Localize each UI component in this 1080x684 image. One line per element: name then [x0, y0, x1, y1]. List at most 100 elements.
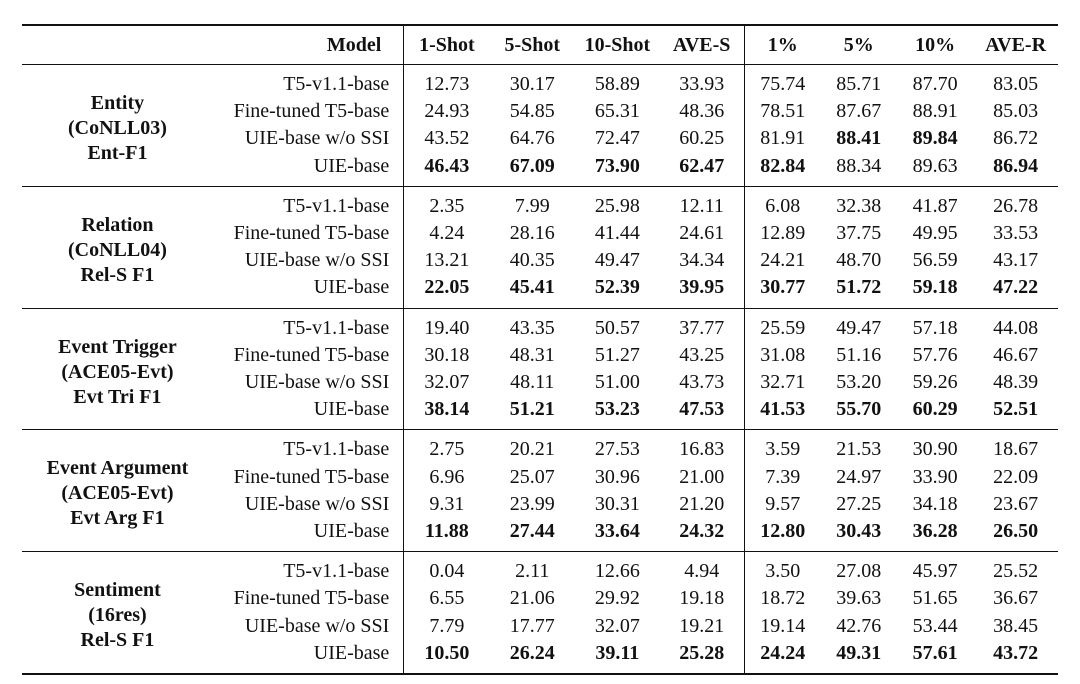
score-cell: 9.57	[765, 492, 801, 515]
model-name-cell: UIE-base	[212, 274, 405, 309]
model-name-cell: UIE-base	[212, 396, 405, 430]
score-cell: 53.44	[912, 614, 958, 637]
task-label-line: Relation	[81, 213, 154, 236]
score-cell: 32.71	[760, 371, 806, 394]
score-cell: 27.44	[509, 520, 555, 543]
score-cell: 86.72	[993, 127, 1039, 150]
model-name-cell: UIE-base	[212, 518, 405, 552]
score-cell: 50.57	[594, 316, 640, 339]
score-cell: 10.50	[424, 641, 470, 664]
score-cell: 54.85	[509, 100, 555, 123]
task-label: Entity (CoNLL03) Ent-F1	[22, 65, 213, 187]
task-group: Sentiment (16res) Rel-S F1 T5-v1.1-base 0.04…	[22, 551, 1058, 675]
score-cell: 7.79	[429, 614, 465, 637]
score-cell: 60.29	[912, 398, 958, 421]
score-cell: 6.55	[429, 587, 465, 610]
score-cell: 19.14	[760, 614, 806, 637]
score-cell: 42.76	[836, 614, 882, 637]
model-name-cell: UIE-base w/o SSI	[212, 125, 405, 153]
model-name-cell: Fine-tuned T5-base	[212, 585, 405, 613]
score-cell: 49.95	[912, 222, 958, 245]
score-cell: 30.77	[760, 276, 806, 299]
score-cell: 26.78	[993, 194, 1039, 217]
table-header: Model 1-Shot 5-Shot 10-Shot AVE-S 1% 5% …	[22, 25, 1058, 65]
score-cell: 24.32	[659, 518, 745, 552]
task-label-line: Evt Arg F1	[70, 507, 165, 530]
column-header-5pct: 5%	[843, 34, 874, 56]
score-cell: 34.18	[912, 492, 958, 515]
score-cell: 32.38	[836, 194, 882, 217]
score-cell: 43.52	[424, 127, 470, 150]
score-cell: 22.05	[424, 276, 470, 299]
model-name-cell: T5-v1.1-base	[212, 186, 405, 221]
model-name-cell: UIE-base w/o SSI	[212, 247, 405, 275]
score-cell: 85.71	[836, 73, 882, 95]
task-label-line: Event Trigger	[58, 335, 177, 358]
score-cell: 59.26	[912, 371, 958, 394]
score-cell: 45.41	[509, 276, 555, 299]
score-cell: 65.31	[594, 100, 640, 123]
score-cell: 12.89	[760, 222, 806, 245]
score-cell: 31.08	[760, 343, 806, 366]
task-label-line: (CoNLL04)	[68, 238, 167, 261]
score-cell: 51.21	[509, 398, 555, 421]
model-name-cell: UIE-base w/o SSI	[212, 612, 405, 640]
table-row: Event Argument (ACE05-Evt) Evt Arg F1 T5-v1…	[22, 429, 1058, 529]
task-header	[22, 25, 213, 65]
score-cell: 22.09	[993, 465, 1039, 488]
score-cell: 51.00	[594, 371, 640, 394]
score-cell: 41.87	[912, 194, 958, 217]
score-cell: 27.53	[594, 438, 640, 461]
score-cell: 21.06	[509, 587, 555, 610]
score-cell: 2.35	[429, 194, 465, 217]
table-row: UIE-base w/o SSI 7.79 17.77 32.07 19.21 19.14…	[22, 612, 1058, 640]
score-cell: 21.53	[836, 438, 882, 461]
model-name-cell: T5-v1.1-base	[212, 551, 405, 586]
score-cell: 59.18	[912, 276, 958, 299]
task-label-line: Rel-S F1	[80, 629, 155, 652]
score-cell: 41.44	[594, 222, 640, 245]
task-label-line: (ACE05-Evt)	[61, 482, 174, 505]
score-cell: 2.11	[515, 560, 550, 583]
header-row: Model 1-Shot 5-Shot 10-Shot AVE-S 1% 5% …	[22, 25, 1058, 65]
score-cell: 12.66	[594, 560, 640, 583]
score-cell: 30.96	[594, 465, 640, 488]
score-cell: 30.43	[836, 520, 882, 543]
score-cell: 37.75	[836, 222, 882, 245]
score-cell: 24.97	[836, 465, 882, 488]
task-label-line: Ent-F1	[87, 141, 148, 164]
model-name-cell: Fine-tuned T5-base	[212, 341, 405, 370]
column-header-ave-s: AVE-S	[659, 25, 745, 65]
table-row: Fine-tuned T5-base 24.93 54.85 65.31 48.36 78…	[22, 98, 1058, 126]
score-cell: 44.08	[993, 316, 1039, 339]
score-cell: 52.39	[594, 276, 640, 299]
score-cell: 51.65	[912, 587, 958, 610]
table-row: Fine-tuned T5-base 6.55 21.06 29.92 19.18 18.…	[22, 585, 1058, 613]
score-cell: 26.50	[993, 520, 1039, 543]
score-cell: 64.76	[509, 127, 555, 150]
task-group: Event Argument (ACE05-Evt) Evt Arg F1 T5-v1…	[22, 429, 1058, 552]
score-cell: 33.53	[993, 222, 1039, 245]
score-cell: 0.04	[429, 560, 465, 583]
task-label: Relation (CoNLL04) Rel-S F1	[22, 186, 213, 308]
task-group: Entity (CoNLL03) Ent-F1 T5-v1.1-base 12.73 30…	[22, 64, 1058, 187]
score-cell: 39.95	[659, 274, 745, 309]
score-cell: 39.63	[836, 587, 882, 610]
score-cell: 28.16	[509, 222, 555, 245]
score-cell: 12.11	[659, 186, 745, 221]
table-row: Fine-tuned T5-base 6.96 25.07 30.96 21.00 7.3…	[22, 463, 1058, 491]
score-cell: 41.53	[760, 398, 806, 421]
score-cell: 30.90	[912, 438, 958, 461]
score-cell: 89.63	[912, 154, 958, 177]
table-row: UIE-base w/o SSI 43.52 64.76 72.47 60.25 81.9…	[22, 125, 1058, 153]
score-cell: 16.83	[659, 429, 745, 464]
score-cell: 53.20	[836, 371, 882, 394]
score-cell: 78.51	[760, 100, 806, 123]
model-column-header: Model	[212, 25, 405, 65]
score-cell: 48.39	[993, 371, 1039, 394]
score-cell: 49.47	[836, 316, 882, 339]
table-row: Sentiment (16res) Rel-S F1 T5-v1.1-base 0.04…	[22, 551, 1058, 651]
score-cell: 40.35	[509, 249, 555, 272]
score-cell: 24.93	[424, 100, 470, 123]
score-cell: 13.21	[424, 249, 470, 272]
